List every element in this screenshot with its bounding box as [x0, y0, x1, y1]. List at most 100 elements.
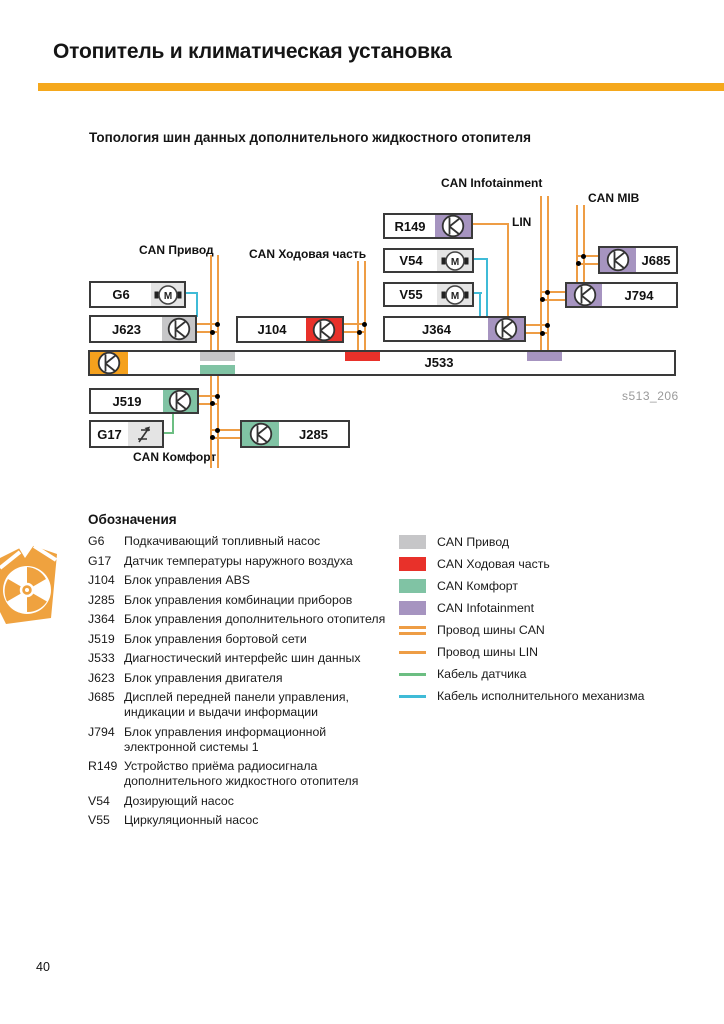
designation-code: J685	[88, 690, 115, 704]
node-V54-label: V54	[399, 253, 423, 268]
can-infotainment-wires	[547, 196, 549, 352]
node-V54-bus-section: M	[437, 250, 472, 271]
node-R149-bus-section	[435, 214, 471, 238]
j519-stub	[199, 403, 217, 405]
designation-row: J364 Блок управления дополнительного отоп…	[88, 612, 408, 627]
junction-dot	[545, 290, 550, 295]
designations-list: G6 Подкачивающий топливный насос G17 Датчик…	[88, 534, 408, 833]
bus-label-lin: LIN	[512, 215, 532, 229]
j364-stub	[526, 332, 548, 334]
can-node-icon	[312, 318, 336, 341]
bus-color-legend: CAN Привод CAN Ходовая часть CAN Комфорт CA…	[399, 531, 699, 707]
svg-text:M: M	[450, 256, 458, 267]
bus-legend-swatch	[399, 557, 426, 571]
v55-actuator-cable	[474, 292, 482, 294]
bus-legend-swatch	[399, 579, 426, 593]
designation-text: Блок управления дополнительного отопител…	[124, 612, 386, 626]
bus-legend-swatch	[399, 672, 426, 676]
node-J104: J104	[236, 316, 344, 343]
designation-code: J104	[88, 573, 115, 587]
designation-text: Устройство приёма радиосигнала дополните…	[124, 759, 359, 788]
can-mib-wires	[576, 205, 578, 282]
can-mib-wires	[583, 205, 585, 282]
node-G6: G6 M	[89, 281, 186, 308]
junction-dot	[540, 297, 545, 302]
bus-legend-swatch	[399, 625, 426, 635]
designation-text: Датчик температуры наружного воздуха	[124, 553, 353, 568]
junction-dot	[540, 331, 545, 336]
figure-id: s513_206	[622, 389, 679, 403]
junction-dot	[362, 322, 367, 327]
node-V55-bus-section: M	[437, 284, 472, 305]
designation-row: J533 Диагностический интерфейс шин данных	[88, 651, 408, 666]
node-J285-bus-section	[242, 422, 279, 446]
designation-code: J533	[88, 651, 115, 665]
v54-actuator-cable	[486, 258, 488, 318]
node-R149-label: R149	[394, 218, 426, 234]
bus-label-can-mib: CAN MIB	[588, 191, 640, 205]
bus-legend-label: Провод шины CAN	[437, 623, 545, 637]
can-komfort-wires	[217, 376, 219, 468]
junction-dot	[581, 254, 586, 259]
bus-label-can-ходовая-часть: CAN Ходовая часть	[249, 247, 367, 261]
bus-legend-row: Провод шины LIN	[399, 641, 699, 663]
j685-stub	[577, 263, 598, 265]
lin-wire	[473, 223, 509, 225]
j364-stub	[526, 324, 548, 326]
j685-stub	[577, 255, 598, 257]
node-J519-label: J519	[112, 393, 142, 409]
designation-row: G17 Датчик температуры наружного воздуха	[88, 554, 408, 569]
can-privod-wires	[217, 255, 219, 352]
junction-dot	[210, 330, 215, 335]
node-G6-bus-section: M	[151, 283, 184, 306]
designation-row: J519 Блок управления бортовой сети	[88, 632, 408, 647]
can-hodovaya-wires	[364, 261, 366, 352]
designation-row: V54 Дозирующий насос	[88, 794, 408, 809]
gateway-bus-section	[90, 351, 128, 375]
designation-code: V54	[88, 793, 110, 808]
bus-legend-row: CAN Привод	[399, 531, 699, 553]
designation-text: Диагностический интерфейс шин данных	[124, 651, 361, 665]
bus-legend-row: CAN Infotainment	[399, 597, 699, 619]
j104-stub	[344, 323, 364, 325]
bus-legend-label: Провод шины LIN	[437, 645, 538, 659]
g17-sensor-cable	[163, 432, 174, 434]
section-subtitle: Топология шин данных дополнительного жид…	[89, 130, 531, 145]
bus-legend-row: CAN Комфорт	[399, 575, 699, 597]
node-J104-label: J104	[257, 322, 287, 337]
designation-text: Блок управления ABS	[124, 573, 250, 587]
j623-stub	[197, 331, 217, 333]
page-number: 40	[36, 960, 50, 974]
bus-legend-swatch	[399, 535, 426, 549]
bus-legend-row: Провод шины CAN	[399, 619, 699, 641]
designation-code: R149	[88, 759, 118, 773]
j519-stub	[199, 395, 217, 397]
bus-label-can-infotainment: CAN Infotainment	[441, 176, 543, 190]
designation-text: Дисплей передней панели управления, инди…	[124, 690, 349, 719]
gateway-tab	[527, 352, 562, 361]
node-G17-bus-section	[128, 422, 162, 446]
can-privod-wires	[210, 255, 212, 352]
gateway-tab	[200, 365, 235, 374]
designation-row: J104 Блок управления ABS	[88, 573, 408, 588]
bus-legend-label: Кабель датчика	[437, 667, 527, 681]
bus-legend-label: Кабель исполнительного механизма	[437, 689, 645, 703]
j623-stub	[197, 323, 217, 325]
j285-stub	[211, 429, 240, 431]
bus-topology-diagram: CAN Привод CAN Ходовая часть CAN Infotainm…	[88, 176, 679, 468]
lin-wire	[507, 223, 509, 318]
designation-code: J285	[88, 592, 115, 607]
node-J364: J364	[383, 316, 526, 342]
bus-legend-label: CAN Привод	[437, 535, 510, 549]
node-J623: J623	[89, 315, 197, 343]
node-G6-label: G6	[112, 287, 130, 302]
can-node-icon	[167, 317, 190, 341]
designation-text: Блок управления комбинации приборов	[124, 592, 353, 607]
can-node-icon	[606, 248, 630, 272]
bus-legend-swatch	[399, 601, 426, 615]
designation-text: Дозирующий насос	[124, 793, 234, 808]
designation-text: Блок управления бортовой сети	[124, 631, 307, 646]
designation-code: J364	[88, 612, 115, 626]
bus-legend-row: Кабель исполнительного механизма	[399, 685, 699, 707]
can-komfort-wires	[210, 376, 212, 468]
